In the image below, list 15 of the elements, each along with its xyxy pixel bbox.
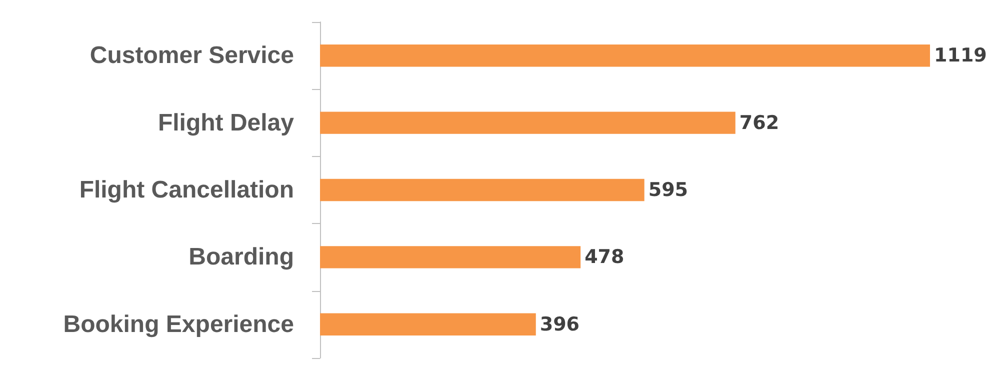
y-tick-label: Customer Service xyxy=(90,42,294,70)
data-label: 1119 xyxy=(934,44,987,67)
y-tick-label: Booking Experience xyxy=(63,310,294,338)
bar xyxy=(320,112,736,134)
y-tick-label: Flight Delay xyxy=(158,109,295,136)
data-label: 478 xyxy=(584,246,624,268)
bar xyxy=(320,313,536,336)
bar xyxy=(320,44,930,67)
y-tick-label: Boarding xyxy=(188,244,294,271)
data-label: 396 xyxy=(540,313,580,336)
y-tick-label: Flight Cancellation xyxy=(79,176,294,204)
data-label: 762 xyxy=(739,112,780,134)
bar xyxy=(320,178,644,202)
bar xyxy=(320,246,581,268)
data-label: 595 xyxy=(648,179,688,201)
